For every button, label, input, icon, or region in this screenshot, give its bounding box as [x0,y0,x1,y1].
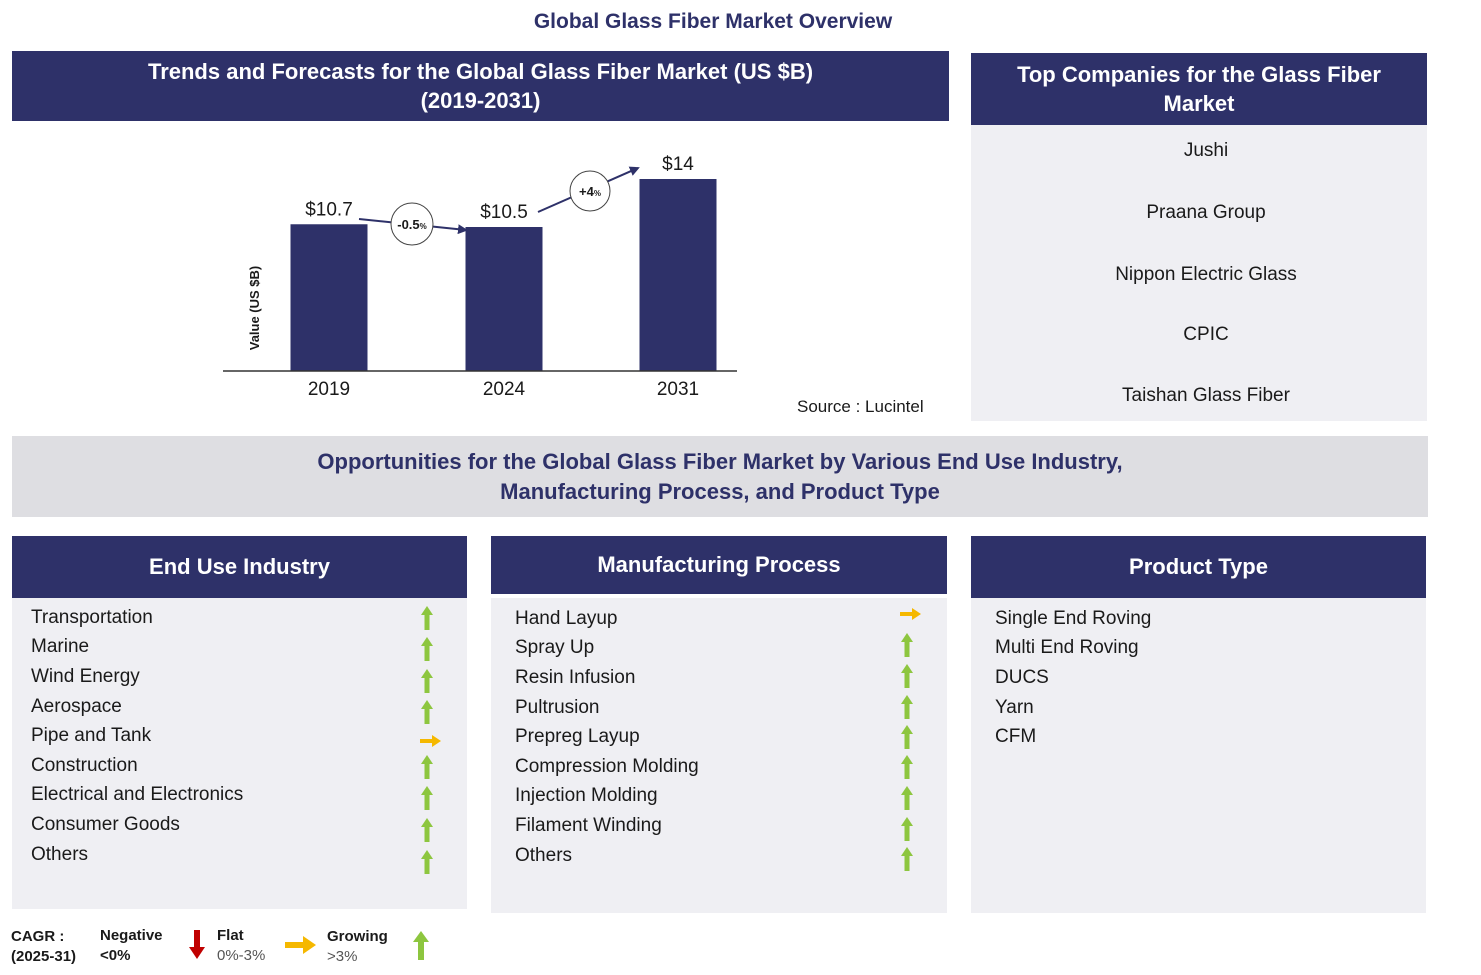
company-item: Nippon Electric Glass [1115,264,1297,285]
end-use-list: Transportation Marine Wind Energy Aerospace… [12,598,467,909]
x-tick-label: 2031 [657,379,699,400]
companies-header: Top Companies for the Glass Fiber Market [971,53,1427,125]
list-item: Single End Roving [995,608,1152,629]
growing-up-arrow-icon [420,669,440,695]
list-item: Construction [31,755,138,776]
company-item: Taishan Glass Fiber [1122,385,1290,406]
bar-chart: $10.7 2019 $10.5 2024 $14 2031 Value (US $B) -0… [223,154,737,400]
opportunities-line1: Opportunities for the Global Glass Fiber… [317,448,1123,474]
companies-panel: Jushi Praana Group Nippon Electric Glass… [971,125,1427,421]
legend-flat: Flat 0%-3% [217,926,265,966]
growing-up-arrow-icon [900,755,920,781]
list-item: DUCS [995,667,1049,688]
chart-header-line1: Trends and Forecasts for the Global Glas… [147,59,814,84]
flat-right-arrow-icon [420,734,441,760]
companies-header-line1: Top Companies for the Glass Fiber [1017,62,1381,87]
right-arrow-icon [285,936,316,954]
list-item: Marine [31,636,90,657]
list-item: Pipe and Tank [31,725,152,746]
list-item: Aerospace [31,696,122,717]
list-item: Others [31,844,89,865]
list-item: Hand Layup [515,608,618,629]
legend-negative: Negative <0% [100,926,163,966]
manufacturing-header: Manufacturing Process [491,536,947,594]
product-list: Single End Roving Multi End Roving DUCS … [971,598,1426,913]
list-item: Resin Infusion [515,667,636,688]
growing-up-arrow-icon [900,786,920,812]
bar-2019 [290,224,368,371]
list-item: Transportation [31,607,153,628]
companies-header-line2: Market [1163,91,1235,116]
legend-growing-label: Growing [327,928,388,945]
chart-header-line2: (2019-2031) [420,88,541,113]
growing-up-arrow-icon [420,850,440,876]
cagr-circle [569,170,611,212]
growing-up-arrow-icon [900,725,920,751]
list-item: Spray Up [515,637,595,658]
legend-flat-range: 0%-3% [217,947,266,964]
list-item: Multi End Roving [995,637,1139,658]
growing-up-arrow-icon [900,695,920,721]
y-axis-label: Value (US $B) [247,266,262,351]
list-item: Prepreg Layup [515,726,640,747]
data-label: $10.7 [305,199,353,220]
legend-title: CAGR : (2025-31) [11,927,76,967]
list-item: Compression Molding [515,756,699,777]
product-header: Product Type [971,536,1426,598]
list-item: Filament Winding [515,815,662,836]
manufacturing-list: Hand Layup Spray Up Resin Infusion Pultrusi… [491,598,947,913]
legend-title-line1: CAGR : [11,928,65,945]
opportunities-banner: Opportunities for the Global Glass Fiber… [12,436,1428,517]
x-tick-label: 2019 [308,379,350,400]
growing-up-arrow-icon [420,606,440,632]
down-arrow-icon [189,930,205,959]
legend-negative-range: <0% [100,947,131,964]
growing-up-arrow-icon [900,847,920,873]
legend-title-line2: (2025-31) [11,948,77,965]
cagr-circle [390,202,434,246]
chart-header: Trends and Forecasts for the Global Glas… [12,51,949,121]
end-use-header: End Use Industry [12,536,467,598]
bar-2031 [639,179,717,371]
list-item: Consumer Goods [31,814,180,835]
growing-up-arrow-icon [900,817,920,843]
list-item: Yarn [995,697,1034,718]
legend-growing-range: >3% [327,948,358,965]
page-title: Global Glass Fiber Market Overview [533,10,893,33]
growing-up-arrow-icon [420,755,440,781]
list-item: Pultrusion [515,697,600,718]
list-item: Electrical and Electronics [31,784,244,805]
legend-negative-label: Negative [100,927,163,944]
legend-growing: Growing >3% [327,927,388,967]
source-note: Source : Lucintel [797,397,924,416]
list-item: Wind Energy [31,666,140,687]
cagr-label: -0.5% [397,217,427,232]
data-label: $14 [662,154,694,175]
up-arrow-icon [413,931,429,960]
data-label: $10.5 [480,202,528,223]
company-item: Jushi [1183,140,1229,161]
growing-up-arrow-icon [900,633,920,659]
flat-right-arrow-icon [900,607,921,633]
growing-up-arrow-icon [900,664,920,690]
growing-up-arrow-icon [420,818,440,844]
cagr-label: +4% [579,184,601,199]
opportunities-line2: Manufacturing Process, and Product Type [500,478,940,504]
company-item: CPIC [1183,324,1229,345]
list-item: CFM [995,726,1037,747]
bar-2024 [465,227,543,371]
list-item: Others [515,845,573,866]
x-tick-label: 2024 [483,379,526,400]
legend-flat-label: Flat [217,927,244,944]
growing-up-arrow-icon [420,637,440,663]
list-item: Injection Molding [515,785,658,806]
growing-up-arrow-icon [420,700,440,726]
company-item: Praana Group [1146,202,1266,223]
growing-up-arrow-icon [420,786,440,812]
